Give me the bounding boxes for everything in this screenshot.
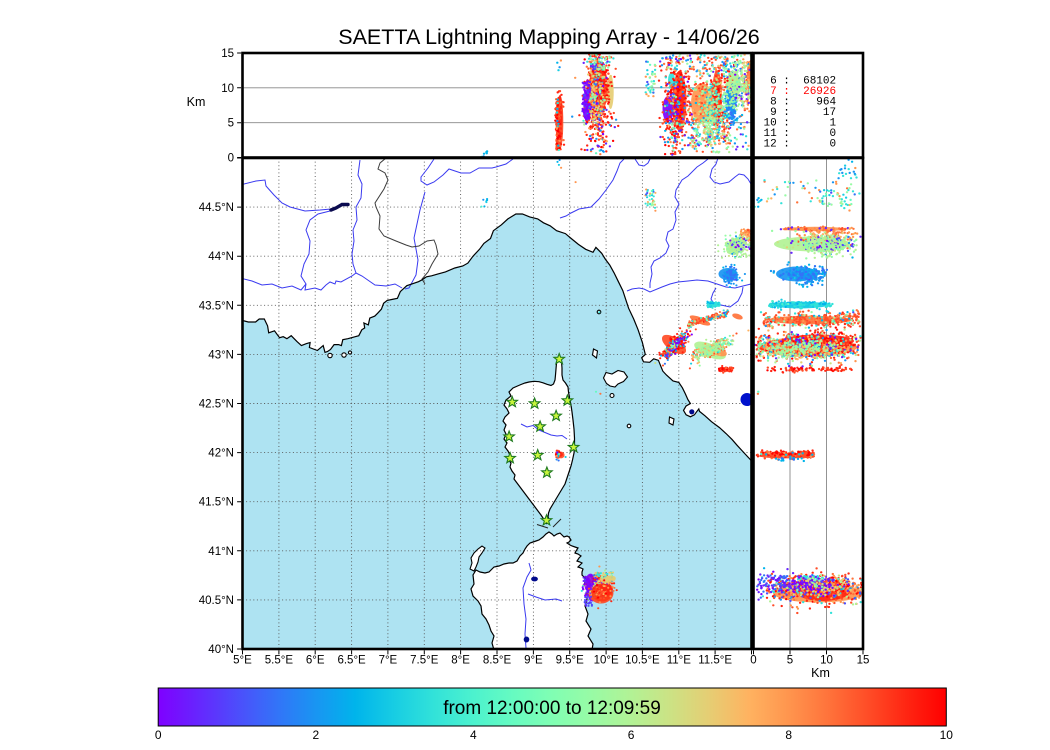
svg-text:10 : 1: 10 : 1 <box>764 118 837 130</box>
svg-text:9°E: 9°E <box>524 655 543 667</box>
svg-text:0: 0 <box>155 728 162 742</box>
svg-text:11°E: 11°E <box>667 655 692 667</box>
svg-text:6: 6 <box>628 728 635 742</box>
svg-text:9.5°E: 9.5°E <box>556 655 585 667</box>
svg-text:43°N: 43°N <box>208 349 234 361</box>
svg-text:5.5°E: 5.5°E <box>265 655 294 667</box>
svg-text:8.5°E: 8.5°E <box>483 655 512 667</box>
svg-text:10: 10 <box>820 655 833 667</box>
svg-text:6 : 68102: 6 : 68102 <box>764 76 837 88</box>
svg-text:0: 0 <box>228 153 234 165</box>
svg-text:9 : 17: 9 : 17 <box>764 107 837 119</box>
svg-text:41°N: 41°N <box>208 546 234 558</box>
svg-text:40°N: 40°N <box>208 644 234 656</box>
svg-text:43.5°N: 43.5°N <box>199 300 234 312</box>
svg-text:11 : 0: 11 : 0 <box>764 128 837 140</box>
svg-text:7°E: 7°E <box>379 655 398 667</box>
svg-text:from 12:00:00 to 12:09:59: from 12:00:00 to 12:09:59 <box>443 698 661 719</box>
svg-text:15: 15 <box>221 48 234 60</box>
svg-text:40.5°N: 40.5°N <box>199 595 234 607</box>
svg-text:6.5°E: 6.5°E <box>337 655 366 667</box>
svg-text:SAETTA Lightning Mapping Array: SAETTA Lightning Mapping Array - 14/06/2… <box>338 25 760 49</box>
svg-text:8°E: 8°E <box>451 655 470 667</box>
svg-text:10°E: 10°E <box>594 655 619 667</box>
svg-text:11.5°E: 11.5°E <box>698 655 732 667</box>
svg-text:10: 10 <box>221 83 234 95</box>
svg-text:10: 10 <box>940 728 954 742</box>
svg-text:7.5°E: 7.5°E <box>410 655 439 667</box>
svg-text:4: 4 <box>470 728 477 742</box>
svg-text:Km: Km <box>187 95 206 109</box>
svg-text:7 : 26926: 7 : 26926 <box>764 86 837 98</box>
svg-text:42.5°N: 42.5°N <box>199 399 234 411</box>
svg-text:6°E: 6°E <box>306 655 325 667</box>
svg-text:10.5°E: 10.5°E <box>625 655 660 667</box>
svg-text:8 : 964: 8 : 964 <box>764 97 837 109</box>
svg-text:5: 5 <box>787 655 793 667</box>
svg-text:Km: Km <box>811 666 830 680</box>
svg-text:5: 5 <box>228 118 234 130</box>
svg-text:12 : 0: 12 : 0 <box>764 139 837 151</box>
svg-text:5°E: 5°E <box>233 655 252 667</box>
svg-text:8: 8 <box>785 728 792 742</box>
svg-text:41.5°N: 41.5°N <box>199 497 234 509</box>
svg-text:2: 2 <box>312 728 319 742</box>
svg-text:44.5°N: 44.5°N <box>199 202 234 214</box>
svg-text:42°N: 42°N <box>208 448 234 460</box>
svg-text:0: 0 <box>750 655 756 667</box>
svg-text:44°N: 44°N <box>208 251 234 263</box>
svg-text:15: 15 <box>857 655 870 667</box>
